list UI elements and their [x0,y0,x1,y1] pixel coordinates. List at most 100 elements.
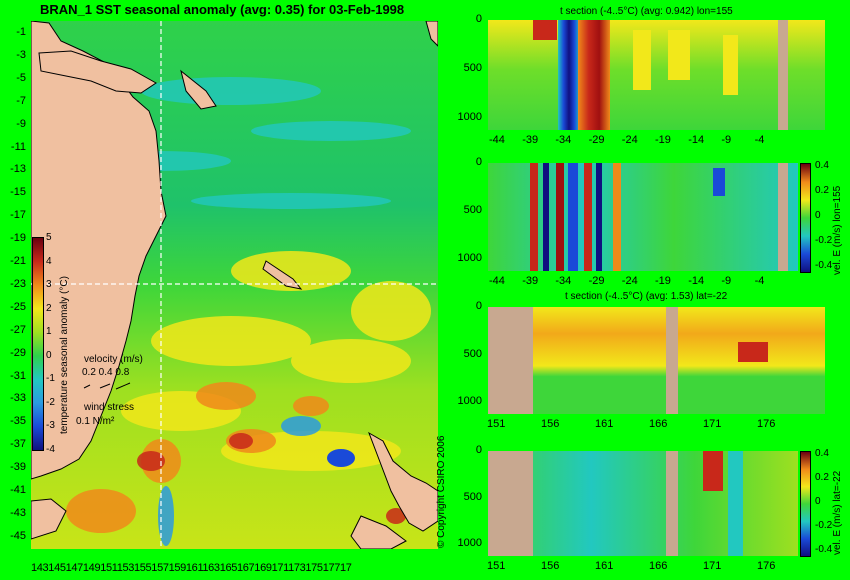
panel-x-tick: -39 [522,134,539,146]
latitude-label: -43 [10,506,26,519]
section-colorbar-tick: 0 [815,496,821,507]
latitude-label: -37 [10,438,26,451]
panel-x-tick: 156 [541,560,560,572]
panel-x-tick: -29 [588,275,605,287]
panel-x-tick: -34 [555,134,572,146]
panel-y-tick: 0 [475,13,482,25]
panel-x-tick: -34 [555,275,572,287]
map-colorbar [32,237,44,451]
map-colorbar-tick: 4 [46,255,52,267]
panel-y-tick: 1000 [457,252,482,264]
panel-y-tick: 0 [475,300,482,312]
panel-3-plot[interactable] [488,307,825,414]
velocity-legend-values: 0.2 0.4 0.8 [82,367,130,378]
panel-y-tick: 500 [463,490,482,503]
latitude-label: -3 [16,48,26,61]
panel-x-tick: -39 [522,275,539,287]
latitude-label: -33 [10,392,26,405]
wind-legend-value: 0.1 N/m² [76,416,115,427]
sst-map[interactable] [31,21,438,549]
latitude-label: -17 [10,209,26,222]
latitude-label: -29 [10,346,26,359]
latitude-label: -21 [10,255,26,267]
map-colorbar-tick: 5 [46,232,52,243]
copyright-text: © Copyright CSIRO 2006 [436,435,447,548]
panel-x-tick: 161 [595,418,614,430]
map-colorbar-label: temperature seasonal anomaly (°C) [59,276,70,434]
panel-x-tick: -44 [489,275,505,287]
map-colorbar-tick: 0 [46,349,52,361]
panel-x-tick: -29 [588,134,605,146]
latitude-label: -39 [10,461,26,474]
panel-y-tick: 0 [475,156,482,168]
latitude-label: -15 [10,186,26,199]
latitude-label: -31 [10,369,26,382]
panel-x-tick: -19 [655,275,671,287]
panel-x-tick: -14 [688,134,705,146]
panel-2-plot[interactable] [488,163,798,271]
latitude-label: -27 [10,323,26,336]
panel-y-tick: 1000 [457,111,482,123]
latitude-label: -41 [10,484,26,496]
panel-1-title: t section (-4..5°C) (avg: 0.942) lon=155 [560,6,733,17]
section-colorbar-tick: 0.4 [815,448,829,459]
velocity-legend-title: velocity (m/s) [84,354,143,365]
section-colorbar-tick: 0.4 [815,160,829,171]
new-zealand-south-landmass [350,515,407,549]
panel-x-tick: -44 [489,134,505,146]
panel-y-tick: 500 [463,62,482,74]
section-colorbar-tick: 0 [815,210,821,221]
panel-4-plot[interactable] [488,451,798,556]
panel-1-plot[interactable] [488,20,825,130]
panel-4-side-label: vel. E (m/s) lat=-22 [832,470,843,555]
panel-x-tick: -4 [754,275,765,287]
panel-2-colorbar [800,163,811,273]
map-title: BRAN_1 SST seasonal anomaly (avg: 0.35) … [40,2,405,17]
map-colorbar-tick: -2 [46,396,55,408]
panel-x-tick: 166 [649,560,668,572]
latitude-label: -9 [16,117,26,130]
section-colorbar-tick: -0.4 [815,544,833,555]
panel-x-tick: -9 [721,275,732,287]
new-caledonia-landmass [262,260,303,290]
panel-x-tick: 176 [757,418,776,430]
map-colorbar-tick: 2 [46,302,52,314]
panel-3-land [488,307,533,414]
panel-x-tick: 161 [595,560,614,572]
map-colorbar-tick: -3 [46,420,55,432]
panel-x-tick: -14 [688,275,705,287]
panel-x-tick: -19 [655,134,671,146]
sst-map-graphic [31,21,438,549]
latitude-label: -7 [16,94,26,107]
panel-y-tick: 1000 [457,395,482,407]
panel-x-tick: 176 [757,560,776,572]
panel-x-tick: -24 [621,134,638,146]
panel-y-tick: 500 [463,204,482,216]
latitude-label: -11 [10,140,26,153]
panel-y-tick: 1000 [457,537,482,549]
section-colorbar-tick: -0.2 [815,520,833,531]
panel-x-tick: 166 [649,418,668,430]
latitude-label: -23 [10,277,26,290]
latitude-label: -35 [10,415,26,428]
panel-y-tick: 0 [475,444,482,456]
latitude-label: -13 [10,163,26,176]
panel-x-tick: -9 [721,134,732,146]
panel-4-colorbar [800,451,811,557]
wind-legend-title: wind stress [84,402,135,413]
panel-3-title: t section (-4..5°C) (avg: 1.53) lat=-22 [565,291,728,302]
tasmania-landmass [31,498,67,540]
panel-x-tick: 171 [703,418,722,430]
panel-2-side-label: vel. E (m/s) lon=155 [832,185,843,275]
section-colorbar-tick: 0.2 [815,472,829,483]
panel-x-tick: 156 [541,418,560,430]
panel-x-tick: 151 [487,560,506,572]
latitude-label: -5 [16,71,26,84]
panel-x-tick: -24 [621,275,638,287]
map-colorbar-tick: -1 [46,373,55,385]
latitude-label: -25 [10,300,26,313]
map-colorbar-tick: -4 [46,444,55,455]
velocity-legend-arrows [83,382,131,390]
section-colorbar-tick: 0.2 [815,185,829,196]
panel-4-land [488,451,533,556]
